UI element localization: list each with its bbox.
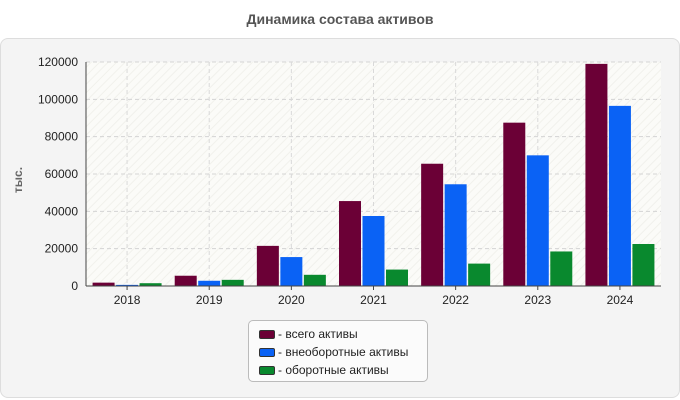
y-tick-label: 80000 [45,130,79,144]
y-tick-label: 0 [71,279,78,293]
bar-current-assets-2020 [303,274,326,286]
bar-current-assets-2023 [550,251,573,286]
bar-current-assets-2019 [221,279,244,286]
bar-total-assets-2020 [256,245,279,286]
legend-item-noncurrent-assets: - внеоборотные активы [259,343,427,361]
bar-total-assets-2023 [503,122,526,287]
bar-noncurrent-assets-2021 [362,216,385,286]
y-tick-label: 120000 [38,55,78,69]
x-tick-label: 2022 [442,293,469,307]
legend-swatch-total-assets [259,329,275,339]
legend-label-current-assets: - оборотные активы [278,363,389,377]
y-tick-label: 20000 [45,242,79,256]
legend-item-total-assets: - всего активы [259,325,427,343]
bar-noncurrent-assets-2024 [608,105,631,286]
bar-total-assets-2018 [92,282,115,286]
bar-noncurrent-assets-2018 [116,284,139,286]
legend-label-noncurrent-assets: - внеоборотные активы [278,345,409,359]
x-tick-label: 2023 [524,293,551,307]
chart-legend: - всего активы - внеоборотные активы - о… [248,320,428,382]
chart-title: Динамика состава активов [246,11,434,27]
bar-current-assets-2021 [386,269,408,286]
x-tick-label: 2019 [196,293,223,307]
y-tick-label: 100000 [38,92,78,106]
x-tick-label: 2024 [607,293,634,307]
legend-label-total-assets: - всего активы [278,327,358,341]
legend-item-current-assets: - оборотные активы [259,361,427,379]
y-tick-label: 60000 [45,167,79,181]
bar-noncurrent-assets-2020 [280,257,303,286]
bar-noncurrent-assets-2022 [444,184,467,286]
x-tick-label: 2021 [360,293,387,307]
bar-total-assets-2024 [585,63,608,286]
bar-noncurrent-assets-2023 [526,155,549,286]
legend-swatch-noncurrent-assets [259,347,275,357]
bar-current-assets-2022 [468,263,491,286]
y-tick-label: 40000 [45,204,79,218]
x-tick-label: 2018 [114,293,141,307]
legend-swatch-current-assets [259,365,275,375]
x-tick-label: 2020 [278,293,305,307]
y-axis-label: тыс. [11,166,25,194]
bar-current-assets-2018 [139,283,162,286]
bar-current-assets-2024 [632,244,655,286]
bar-total-assets-2019 [174,275,197,286]
bar-total-assets-2021 [339,201,361,286]
bar-noncurrent-assets-2019 [198,280,221,286]
bar-total-assets-2022 [421,163,444,286]
